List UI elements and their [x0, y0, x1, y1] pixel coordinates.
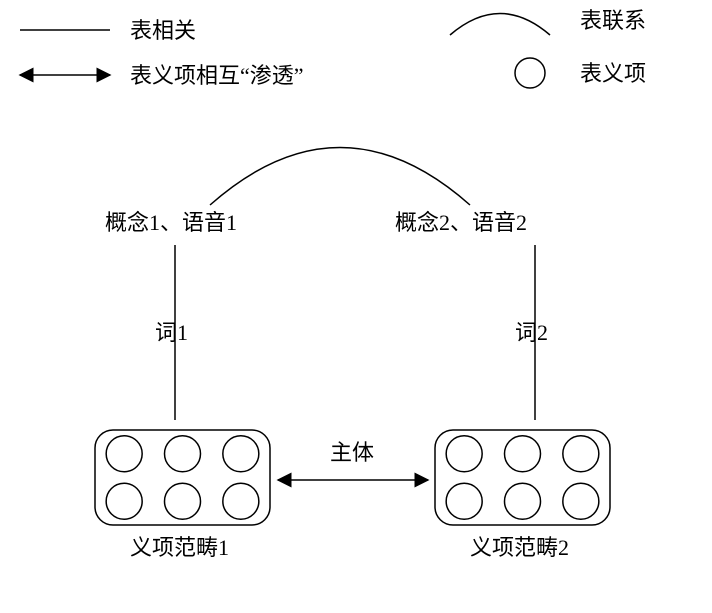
word-1-label: 词1	[155, 320, 188, 345]
subject-label: 主体	[330, 440, 374, 465]
sense-circle	[505, 483, 541, 519]
legend-arc-symbol	[450, 14, 550, 36]
sense-circle	[505, 436, 541, 472]
legend-circle-symbol	[515, 58, 545, 88]
sense-box-2	[435, 430, 610, 525]
sense-circle	[106, 483, 142, 519]
sense-box-2-label: 义项范畴2	[470, 535, 569, 560]
sense-circle	[446, 436, 482, 472]
main-arc	[210, 148, 470, 206]
sense-box-1-label: 义项范畴1	[130, 535, 229, 560]
diagram-svg: 表相关表义项相互“渗透” 表联系表义项概念1、语音1 概念2、语音2 词1 词2 义项范畴…	[0, 0, 712, 613]
legend-circle-label: 表义项	[580, 61, 646, 86]
concept-2-label: 概念2、语音2	[395, 210, 527, 235]
sense-circle	[106, 436, 142, 472]
legend-line-label: 表相关	[130, 18, 196, 43]
word-2-label: 词2	[515, 320, 548, 345]
sense-circle	[165, 436, 201, 472]
sense-circle	[223, 483, 259, 519]
sense-circle	[563, 436, 599, 472]
sense-circle	[165, 483, 201, 519]
legend-arrow-label: 表义项相互“渗透”	[130, 63, 304, 88]
legend-arc-label: 表联系	[580, 8, 646, 33]
concept-1-label: 概念1、语音1	[105, 210, 237, 235]
sense-box-1	[95, 430, 270, 525]
sense-circle	[223, 436, 259, 472]
sense-circle	[446, 483, 482, 519]
sense-circle	[563, 483, 599, 519]
